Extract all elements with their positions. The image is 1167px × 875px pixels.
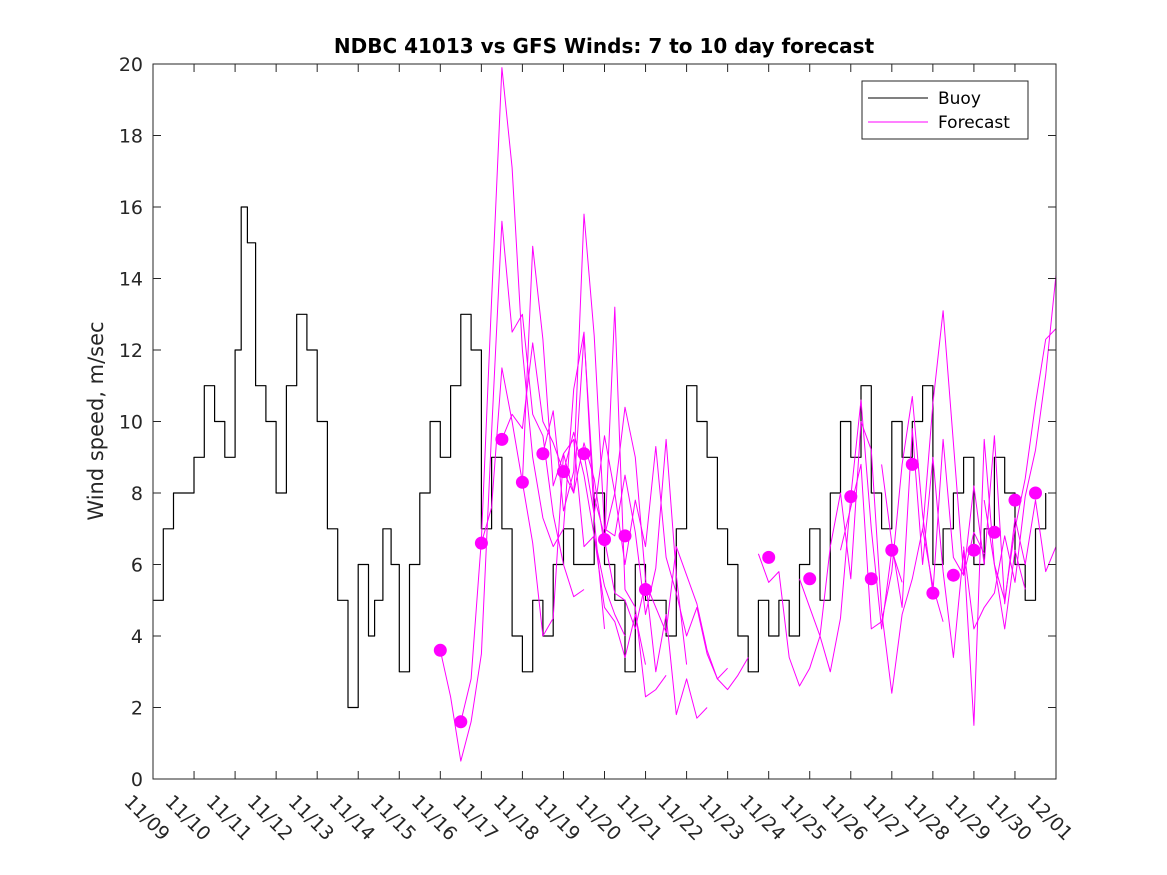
forecast-series-line-7 — [563, 335, 708, 719]
legend-box — [861, 80, 1029, 140]
forecast-marker — [864, 572, 878, 586]
forecast-series-line-9 — [604, 539, 749, 691]
buoy-series-line — [153, 206, 1047, 709]
y-tick-label: 12 — [119, 340, 143, 362]
forecast-marker — [1008, 493, 1022, 507]
forecast-series-line-3 — [480, 245, 626, 637]
forecast-marker — [598, 533, 611, 546]
forecast-series-line-4 — [501, 342, 646, 665]
forecast-marker — [987, 525, 1001, 539]
forecast-marker — [639, 583, 652, 596]
forecast-marker — [844, 490, 858, 504]
legend: Buoy Forecast — [861, 80, 1029, 140]
forecast-series-line-2 — [460, 67, 605, 722]
forecast-marker — [536, 447, 550, 461]
forecast-marker — [474, 536, 488, 550]
forecast-marker — [433, 643, 447, 657]
legend-forecast-label: Forecast — [938, 113, 1010, 133]
forecast-marker — [762, 550, 776, 564]
series-group — [153, 67, 1057, 762]
y-tick-label: 14 — [119, 269, 143, 291]
forecast-series-line-15 — [963, 274, 1057, 630]
forecast-marker — [495, 432, 509, 446]
forecast-marker — [946, 568, 960, 582]
forecast-series-line-12 — [840, 396, 985, 630]
y-tick-label: 2 — [131, 698, 143, 720]
forecast-marker — [803, 572, 817, 586]
forecast-marker — [1029, 486, 1042, 500]
forecast-series-line-14 — [922, 310, 1057, 605]
forecast-series-line-8 — [583, 435, 728, 680]
y-tick-label: 4 — [131, 626, 143, 648]
forecast-series-line-6 — [542, 213, 688, 665]
forecast-series-line-5 — [521, 306, 667, 698]
forecast-series-line-13 — [881, 428, 1026, 726]
y-tick-label: 6 — [131, 555, 143, 577]
y-tick-label: 16 — [119, 197, 143, 219]
forecast-series-line-1 — [439, 220, 585, 762]
y-tick-label: 20 — [119, 54, 143, 76]
y-tick-label: 18 — [119, 126, 143, 148]
y-tick-label: 0 — [131, 769, 143, 791]
y-tick-label: 10 — [119, 412, 143, 434]
y-axis-label: Wind speed, m/sec — [84, 321, 108, 520]
legend-buoy-label: Buoy — [938, 89, 981, 109]
forecast-marker — [515, 475, 529, 489]
forecast-marker — [454, 715, 468, 729]
forecast-marker — [618, 529, 632, 543]
forecast-marker — [557, 465, 570, 479]
forecast-marker — [905, 457, 919, 471]
chart-title: NDBC 41013 vs GFS Winds: 7 to 10 day for… — [334, 34, 875, 58]
forecast-series-line-11 — [799, 421, 944, 694]
forecast-marker — [885, 543, 899, 557]
forecast-marker — [926, 586, 940, 600]
y-tick-label: 8 — [131, 483, 143, 505]
forecast-marker — [577, 447, 591, 461]
forecast-series-line-10 — [757, 399, 903, 687]
forecast-markers — [433, 432, 1042, 729]
forecast-marker — [967, 543, 981, 557]
